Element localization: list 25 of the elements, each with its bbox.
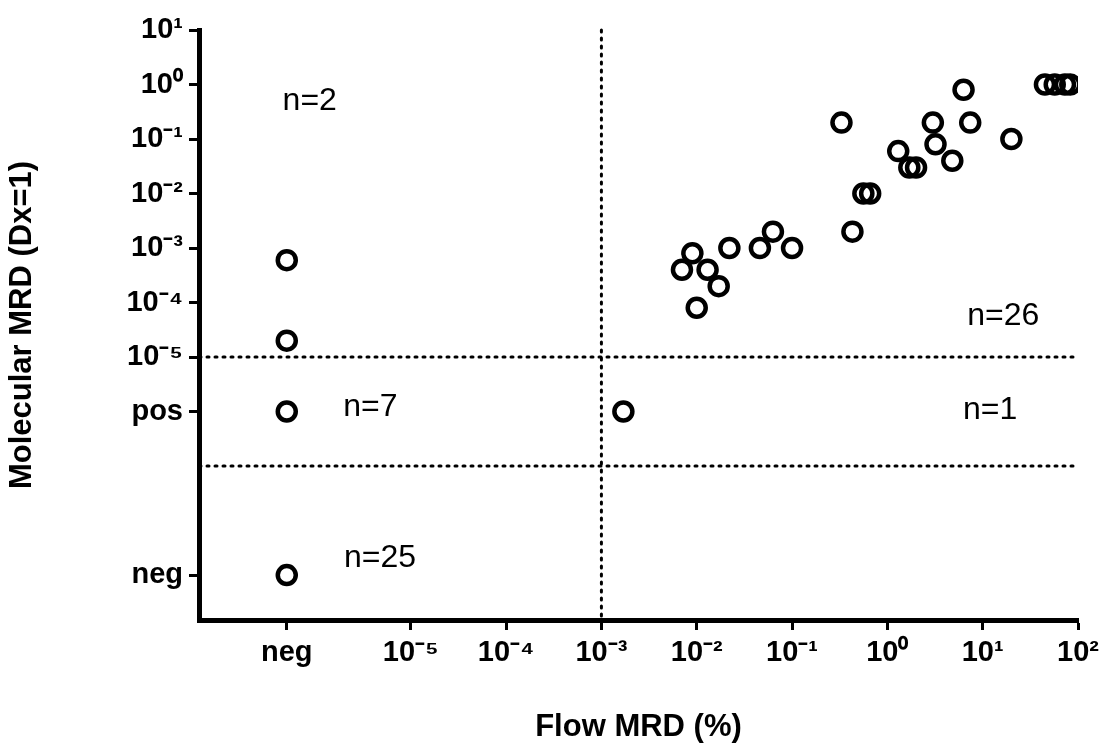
y-tick-label: 10¹ <box>141 12 183 44</box>
x-tick-label: 10⁰ <box>866 635 910 668</box>
y-tick-label: 10⁻⁵ <box>127 339 183 372</box>
y-tick-label: 10⁰ <box>140 66 184 99</box>
x-tick-label: 10¹ <box>961 635 1004 668</box>
y-tick-label: neg <box>131 557 183 590</box>
annotation: n=7 <box>343 387 398 424</box>
y-tick-label: 10⁻⁴ <box>126 284 183 317</box>
y-tick-label: 10⁻² <box>131 175 184 208</box>
y-axis-title: Molecular MRD (Dx=1) <box>3 160 39 490</box>
annotation: n=1 <box>962 389 1018 426</box>
y-tick-label: pos <box>131 393 183 426</box>
x-tick-label: 10² <box>1057 635 1100 668</box>
x-tick-label: 10⁻² <box>670 635 724 668</box>
x-tick-label: 10⁻¹ <box>766 635 819 668</box>
annotation: n=26 <box>967 295 1040 332</box>
annotation: n=2 <box>282 80 337 117</box>
y-tick-label: 10⁻¹ <box>131 121 183 154</box>
x-tick-label: 10⁻³ <box>575 635 628 668</box>
annotation: n=25 <box>344 537 417 574</box>
y-tick-label: 10⁻³ <box>131 230 184 263</box>
x-tick-label: 10⁻⁴ <box>477 635 535 668</box>
x-tick-label: 10⁻⁵ <box>382 635 439 668</box>
x-tick-label: neg <box>260 635 313 668</box>
x-axis-title: Flow MRD (%) <box>535 707 742 743</box>
